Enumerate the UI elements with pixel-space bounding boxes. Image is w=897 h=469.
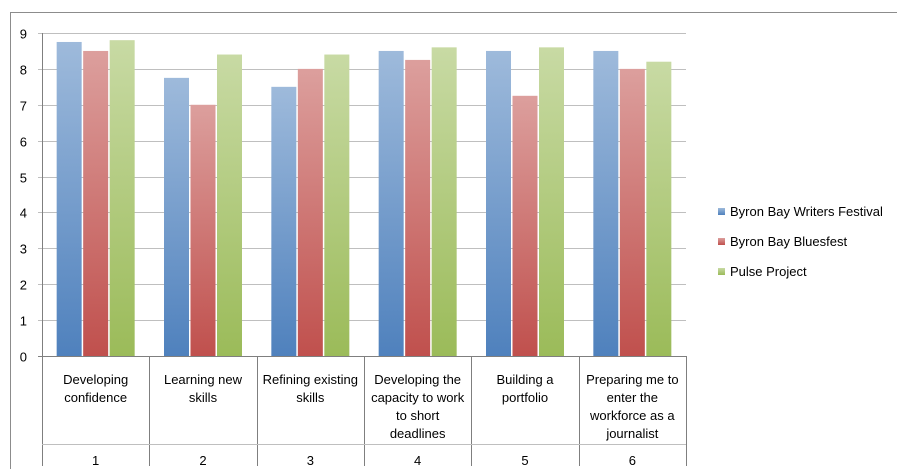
- category-label: Preparing me to: [586, 372, 679, 387]
- legend-swatch: [718, 238, 725, 245]
- x-axis-table: Developing confidence 1 Learning new skills 2…: [42, 356, 687, 468]
- category-label: journalist: [605, 426, 658, 441]
- category-index-label: 6: [629, 453, 636, 468]
- bar-1-series-2: [83, 50, 109, 356]
- category-label: enter the: [607, 390, 658, 405]
- category-label: to short: [396, 408, 440, 423]
- gridlines: [38, 33, 686, 357]
- chart-frame: [10, 12, 897, 469]
- y-tick-label: 8: [20, 63, 27, 78]
- bar-1-series-1: [56, 41, 82, 356]
- y-tick-label: 9: [20, 27, 27, 42]
- legend-label: Pulse Project: [730, 264, 807, 279]
- category-label: confidence: [64, 390, 127, 405]
- category-label: Developing the: [374, 372, 461, 387]
- bar-5-series-1: [486, 50, 511, 356]
- category-index-label: 1: [92, 453, 99, 468]
- y-tick-label: 5: [20, 171, 27, 186]
- legend-swatch: [718, 208, 725, 215]
- category-label: deadlines: [390, 426, 446, 441]
- legend: Byron Bay Writers Festival Byron Bay Blue…: [718, 204, 883, 279]
- bar-2-series-3: [217, 54, 242, 357]
- bar-5-series-2: [512, 95, 538, 357]
- bar-4-series-2: [405, 59, 431, 357]
- category-label: capacity to work: [371, 390, 465, 405]
- bar-3-series-3: [324, 54, 350, 357]
- category-label: Developing: [63, 372, 128, 387]
- bar-6-series-2: [619, 68, 645, 356]
- bar-3-series-1: [271, 86, 297, 356]
- bar-2-series-2: [190, 104, 216, 357]
- legend-label: Byron Bay Bluesfest: [730, 234, 847, 249]
- category-index-label: 3: [307, 453, 314, 468]
- bar-1-series-3: [109, 40, 135, 357]
- bar-6-series-3: [646, 61, 672, 356]
- y-axis: 0 1 2 3 4 5 6 7 8 9: [20, 27, 43, 365]
- category-index-label: 2: [199, 453, 206, 468]
- bars: [56, 40, 672, 357]
- y-tick-label: 6: [20, 135, 27, 150]
- y-tick-label: 1: [20, 314, 27, 329]
- bar-4-series-1: [378, 50, 404, 356]
- category-label: Learning new: [164, 372, 243, 387]
- legend-swatch: [718, 268, 725, 275]
- y-tick-label: 4: [20, 206, 27, 221]
- category-label: workforce as a: [589, 408, 675, 423]
- y-tick-label: 3: [20, 242, 27, 257]
- category-label: skills: [296, 390, 325, 405]
- bar-3-series-2: [297, 68, 323, 356]
- category-label: portfolio: [502, 390, 548, 405]
- category-index-label: 5: [521, 453, 528, 468]
- y-tick-label: 0: [20, 350, 27, 365]
- bar-4-series-3: [431, 47, 457, 356]
- y-tick-label: 2: [20, 278, 27, 293]
- category-label: skills: [189, 390, 218, 405]
- category-index-label: 4: [414, 453, 421, 468]
- bar-6-series-1: [593, 50, 619, 356]
- category-label: Refining existing: [263, 372, 358, 387]
- bar-5-series-3: [539, 47, 564, 356]
- bar-2-series-1: [164, 77, 189, 356]
- y-tick-label: 7: [20, 99, 27, 114]
- category-label: Building a: [496, 372, 554, 387]
- legend-label: Byron Bay Writers Festival: [730, 204, 883, 219]
